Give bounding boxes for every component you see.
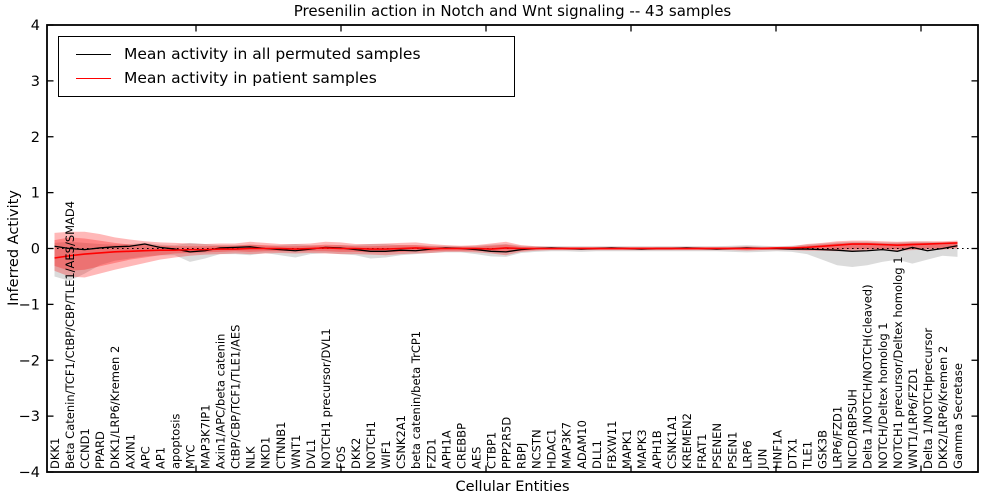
x-tick-label: DKK2/LRP6/Kremen 2 bbox=[936, 346, 950, 469]
x-tick-label: NICD/RBPSUH bbox=[846, 389, 860, 469]
series-line-1 bbox=[54, 242, 958, 259]
x-tick-label: PSEN1 bbox=[725, 432, 739, 469]
x-tick-label: JUN bbox=[755, 449, 769, 470]
x-tick-label: Gamma Secretase bbox=[951, 363, 965, 469]
x-tick-label: FZD1 bbox=[424, 438, 438, 469]
x-tick-label: PPP2R5D bbox=[500, 417, 514, 469]
x-tick-label: DVL1 bbox=[304, 439, 318, 469]
x-tick-label: MAPK1 bbox=[620, 429, 634, 469]
x-tick-label: WIF1 bbox=[379, 440, 393, 469]
x-tick-label: APH1A bbox=[439, 430, 453, 469]
y-axis-label: Inferred Activity bbox=[6, 190, 22, 306]
legend-line-sample-black bbox=[76, 54, 111, 56]
x-tick-label: FBXW11 bbox=[605, 421, 619, 469]
legend-label: Mean activity in patient samples bbox=[124, 68, 377, 87]
x-tick-label: NCSTN bbox=[530, 429, 544, 469]
x-tick-label: CTNNB1 bbox=[274, 422, 288, 469]
x-tick-label: CSNK1A1 bbox=[665, 415, 679, 469]
x-tick-label: beta catenin/beta TrCP1 bbox=[409, 331, 423, 469]
x-tick-label: APC bbox=[138, 446, 152, 469]
y-tick-label: 1 bbox=[31, 186, 40, 202]
legend-item-patient: Mean activity in patient samples bbox=[76, 68, 514, 87]
y-tick-label: 4 bbox=[31, 18, 40, 34]
x-tick-label: WNT1 bbox=[289, 435, 303, 469]
x-tick-label: Delta 1/NOTCHprecursor bbox=[921, 328, 935, 469]
y-tick-label: 3 bbox=[31, 74, 40, 90]
x-tick-label: DKK2 bbox=[349, 438, 363, 469]
y-tick-label: −3 bbox=[19, 409, 40, 425]
x-tick-label: PSENEN bbox=[710, 423, 724, 469]
series-line-0 bbox=[54, 243, 958, 253]
x-tick-label: DKK1 bbox=[48, 438, 62, 469]
confidence-band-1 bbox=[54, 231, 958, 278]
x-axis-label: Cellular Entities bbox=[455, 479, 570, 495]
confidence-band-0 bbox=[54, 241, 958, 281]
y-tick-label: −4 bbox=[19, 465, 40, 481]
y-tick-label: −1 bbox=[19, 297, 40, 313]
y-tick-label: 0 bbox=[31, 242, 40, 258]
y-tick-label: 2 bbox=[31, 130, 40, 146]
x-tick-label: CREBBP bbox=[454, 423, 468, 469]
x-tick-label: Beta Catenin/TCF1/CtBP/CBP/TLE1/AES/SMAD… bbox=[63, 201, 77, 469]
x-tick-label: FOS bbox=[334, 446, 348, 469]
x-tick-label: WNT1/LRP6/FZD1 bbox=[906, 368, 920, 469]
x-tick-label: KREMEN2 bbox=[680, 413, 694, 469]
x-tick-label: DKK1/LRP6/Kremen 2 bbox=[108, 346, 122, 469]
x-tick-label: CTBP1 bbox=[484, 432, 498, 469]
x-tick-label: LRP6/FZD1 bbox=[831, 406, 845, 469]
x-tick-label: FRAT1 bbox=[695, 434, 709, 469]
x-tick-label: DLL1 bbox=[590, 440, 604, 469]
x-tick-label: RBPJ bbox=[515, 443, 529, 469]
legend-label: Mean activity in all permuted samples bbox=[124, 45, 421, 63]
x-tick-label: PPARD bbox=[93, 431, 107, 469]
x-tick-label: MAP3K7IP1 bbox=[199, 404, 213, 469]
x-tick-label: NOTCH1 precursor/DVL1 bbox=[319, 328, 333, 469]
x-tick-label: Axin1/APC/beta catenin bbox=[214, 334, 228, 469]
x-tick-label: NLK bbox=[244, 446, 258, 469]
x-tick-label: HNF1A bbox=[770, 430, 784, 469]
x-tick-label: HDAC1 bbox=[545, 429, 559, 469]
legend-line-sample-red bbox=[76, 77, 111, 79]
x-tick-label: DTX1 bbox=[785, 438, 799, 469]
x-tick-label: CSNK2A1 bbox=[394, 415, 408, 469]
x-tick-label: LRP6 bbox=[740, 440, 754, 469]
x-tick-label: AP1 bbox=[153, 447, 167, 469]
legend-item-permuted: Mean activity in all permuted samples bbox=[76, 45, 514, 63]
chart-title: Presenilin action in Notch and Wnt signa… bbox=[293, 2, 732, 20]
x-tick-label: ADAM10 bbox=[575, 420, 589, 469]
x-tick-label: TLE1 bbox=[801, 441, 815, 470]
x-tick-label: AES bbox=[469, 447, 483, 469]
x-tick-label: MAPK3 bbox=[635, 429, 649, 469]
x-tick-label: NOTCH1 precursor/Deltex homolog 1 bbox=[891, 256, 905, 469]
x-tick-label: CtBP/CBP/TCF1/TLE1/AES bbox=[229, 325, 243, 469]
x-tick-label: NOTCH1 bbox=[364, 421, 378, 469]
x-tick-label: MYC bbox=[183, 445, 197, 469]
x-tick-label: Delta 1/NOTCH/NOTCH(cleaved) bbox=[861, 284, 875, 469]
x-tick-label: GSK3B bbox=[816, 430, 830, 469]
y-tick-label: −2 bbox=[19, 353, 40, 369]
x-tick-label: CCND1 bbox=[78, 428, 92, 469]
x-tick-label: NKD1 bbox=[259, 437, 273, 469]
x-tick-label: apoptosis bbox=[168, 414, 182, 469]
x-tick-label: MAP3K7 bbox=[560, 422, 574, 469]
x-tick-label: APH1B bbox=[650, 430, 664, 469]
legend: Mean activity in all permuted samples Me… bbox=[58, 36, 515, 97]
x-tick-label: NOTCH/Deltex homolog 1 bbox=[876, 322, 890, 469]
x-tick-label: AXIN1 bbox=[123, 434, 137, 469]
